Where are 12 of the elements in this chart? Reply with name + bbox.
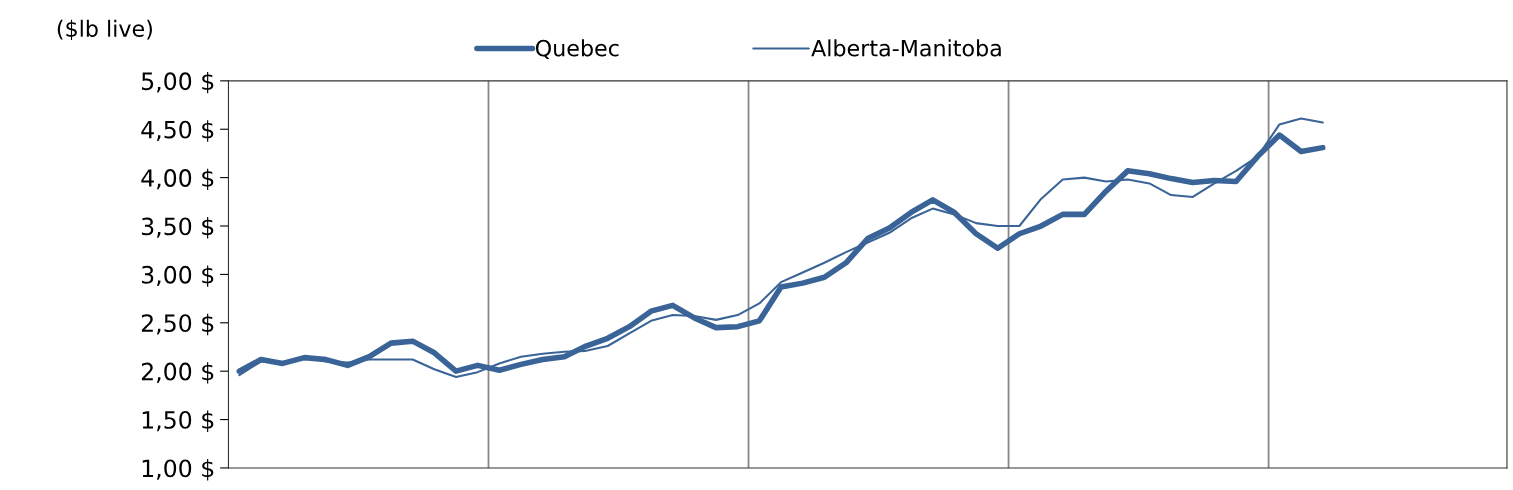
y-tick-label: 1,00 $ xyxy=(142,458,214,481)
y-tick-label: 4,50 $ xyxy=(141,120,214,142)
y-tick-label: 3,50 $ xyxy=(141,217,214,239)
y-tick-label: 3,00 $ xyxy=(141,265,214,287)
legend-label: Quebec xyxy=(535,39,619,60)
y-tick-label: 2,00 $ xyxy=(141,362,214,384)
y-tick-label: 2,50 $ xyxy=(141,313,214,336)
legend-label: Alberta-Manitoba xyxy=(811,39,1001,57)
y-axis-title: ($lb live) xyxy=(57,19,152,40)
y-tick-label: 4,00 $ xyxy=(141,168,214,191)
y-tick-label: 1,50 $ xyxy=(142,410,214,432)
y-tick-label: 5,00 $ xyxy=(141,71,214,94)
